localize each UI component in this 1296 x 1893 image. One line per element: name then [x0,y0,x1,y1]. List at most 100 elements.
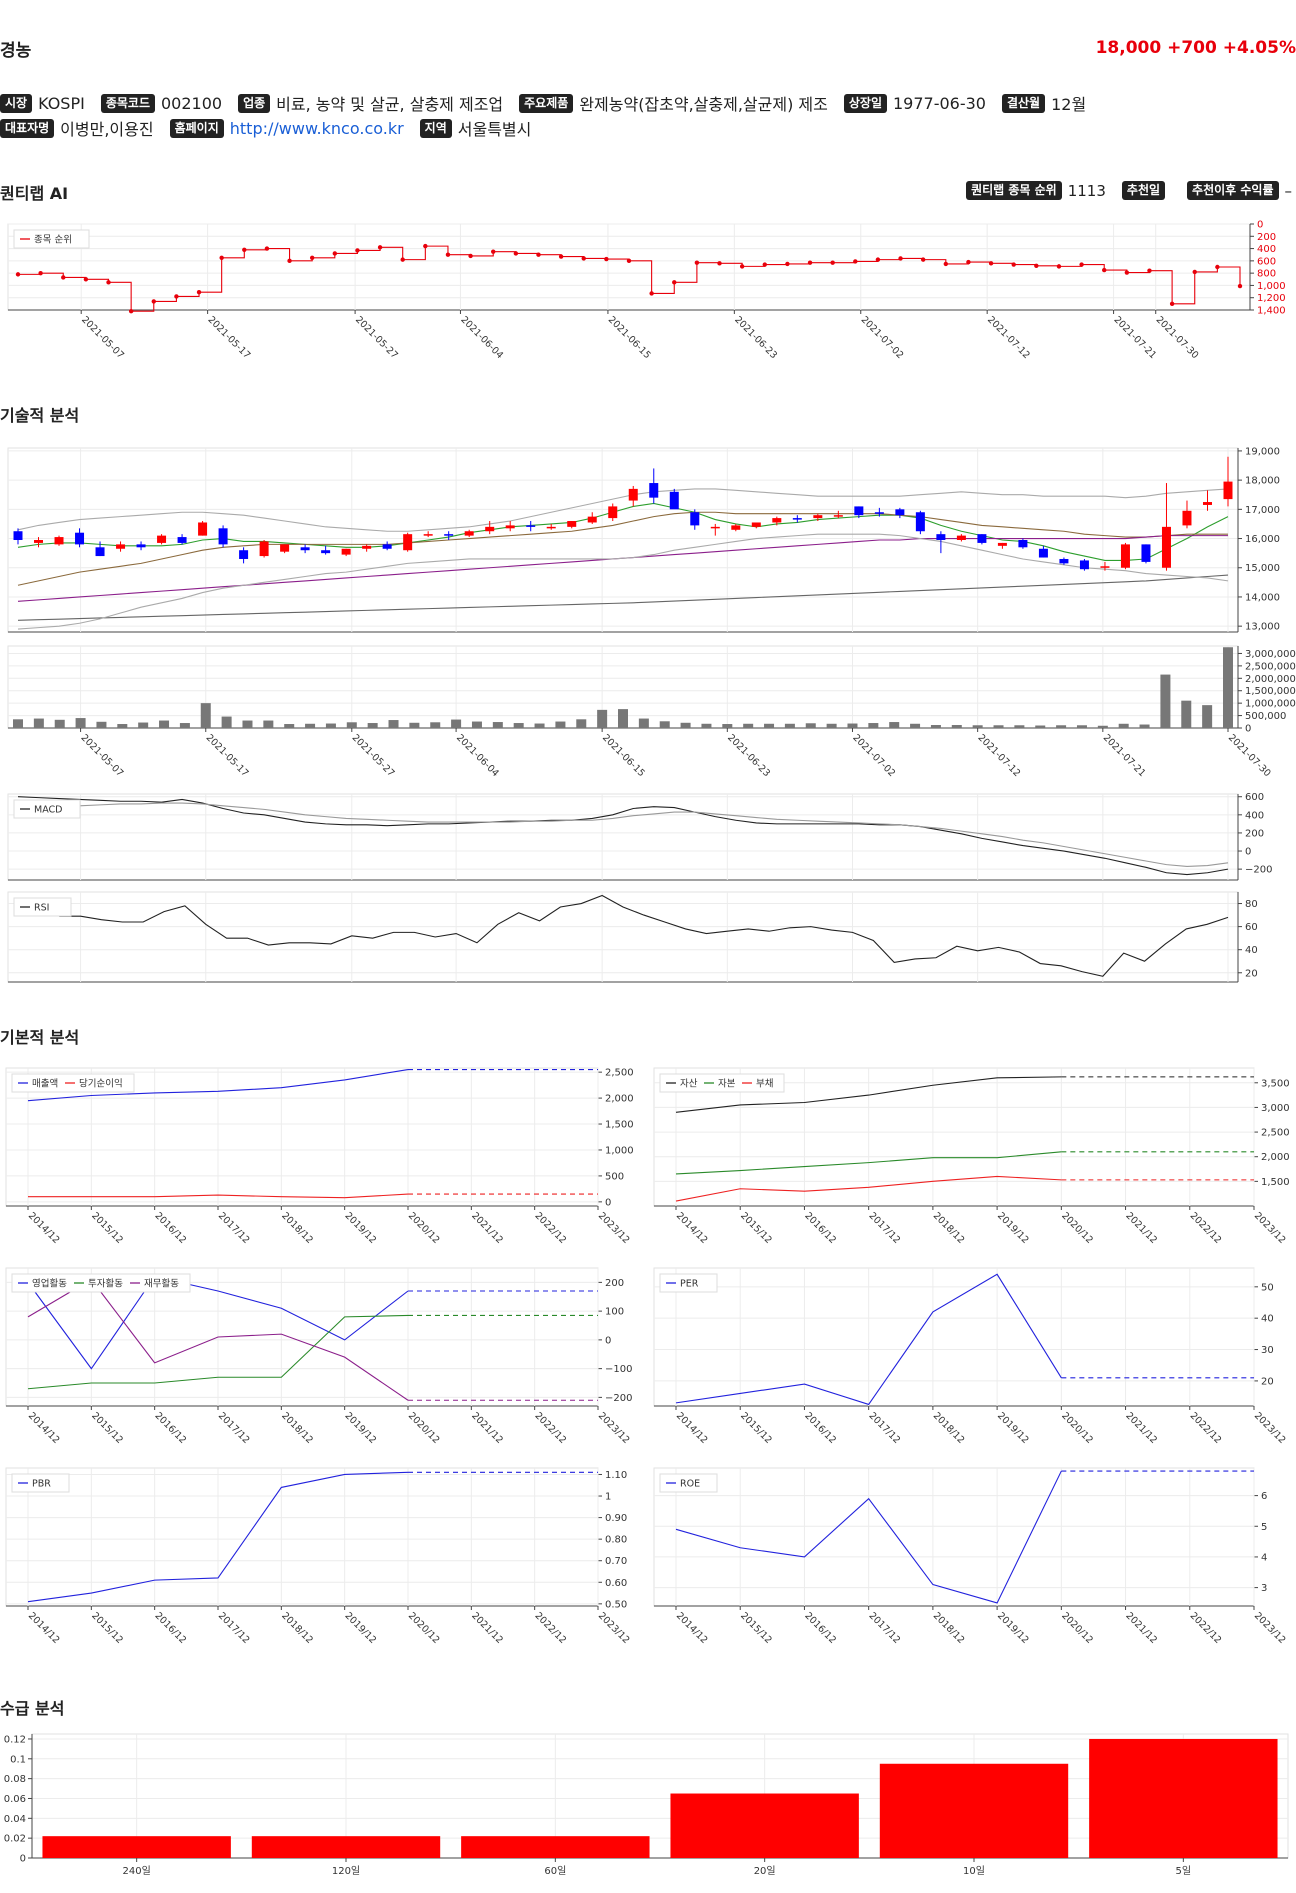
volume-bar [451,719,462,728]
rank-point [1056,264,1062,269]
x-tick-label: 60일 [544,1865,566,1877]
candle-body [1059,558,1069,564]
y-tick-label: 1 [605,1492,611,1503]
volume-bar [826,723,837,728]
y-tick-label: −200 [605,1393,632,1404]
y-tick-label: 800 [1257,269,1276,280]
rank-point [762,262,767,267]
volume-bar [889,722,900,728]
volume-bar [75,718,86,728]
y-tick-label: 1,500 [605,1120,634,1131]
candle-body [362,545,372,549]
candle-body [1161,526,1171,568]
x-tick-label: 2018/12 [279,1210,315,1246]
y-tick-label: 17,000 [1245,505,1280,516]
candle-body [813,515,823,519]
recommend-date-tag: 추천일 [1121,181,1166,200]
info-row-2: 대표자명 이병만,이용진 홈페이지 http://www.knco.co.kr 지역 서울… [0,116,541,140]
volume-bar [513,723,524,728]
section-title-fund: 기본적 분석 [0,1028,80,1047]
x-tick-label: 2021-06-23 [732,314,779,361]
y-tick-label: 6 [1261,1491,1267,1502]
plot-frame [7,793,1239,881]
info-tag: 홈페이지 [169,118,224,138]
x-tick-label: 2021-06-15 [606,314,653,361]
pbr-chart: 1.10 1 0.90 0.80 0.70 0.60 0.50 2014/12 2015/12 2… [5,1467,632,1646]
x-tick-label: 2021-07-21 [1101,732,1148,779]
y-tick-label: 200 [1257,232,1276,243]
volume-bar [117,724,128,728]
legend-label: PER [680,1279,699,1290]
volume-bar [179,723,190,728]
rank-point [423,243,428,249]
y-tick-label: 0.60 [605,1578,627,1589]
plot-frame [653,1267,1255,1407]
x-tick-label: 2019/12 [343,1210,379,1246]
candle-body [116,544,126,549]
x-tick-label: 2016/12 [802,1210,838,1246]
volume-bar [1118,723,1129,728]
y-tick-label: 0 [1245,724,1251,735]
x-tick-label: 2021/12 [469,1210,505,1246]
x-tick-label: 2021-07-02 [850,732,897,779]
y-tick-label: 0.08 [4,1774,26,1785]
y-tick-label: 0.90 [605,1513,627,1524]
x-tick-label: 2021/12 [1123,1210,1159,1246]
info-tag: 업종 [238,93,271,113]
candle-body [1182,510,1192,526]
rank-point [717,261,722,266]
y-tick-label: 3,000 [1261,1103,1290,1114]
volume-bar [951,725,962,728]
x-tick-label: 2020/12 [406,1210,442,1246]
price-display: 18,000 +700 +4.05% [1096,38,1296,58]
volume-bar [930,725,941,728]
homepage-link[interactable]: http://www.knco.co.kr [229,118,404,138]
legend-label: ROE [680,1479,700,1490]
signal-line [17,802,1229,867]
volume-bar [743,723,754,728]
volume-bar [1181,700,1192,728]
candle-body [95,547,105,557]
candle-body [321,550,331,554]
rank-point [943,261,949,267]
y-tick-label: 2,500,000 [1245,661,1296,672]
y-tick-label: 0 [20,1854,26,1865]
volume-bar [638,718,649,728]
rank-point [174,294,179,299]
rank-point [558,254,564,259]
x-tick-label: 2014/12 [26,1210,62,1246]
info-value: 12월 [1051,95,1087,114]
rank-point [1215,264,1220,270]
volume-bar [868,723,879,728]
candle-body [403,534,413,551]
info-tag: 대표자명 [0,118,55,138]
series-line [675,1175,1062,1202]
series-line [28,1193,409,1199]
volume-bar [284,724,295,728]
series-line [675,1273,1062,1406]
candle-body [464,531,474,536]
rank-point [400,257,405,262]
rank-point [468,253,473,259]
ma120-line [17,574,1229,621]
x-tick-label: 2020/12 [406,1610,442,1646]
candle-body [157,535,167,543]
series-line [27,1069,409,1102]
legend-box [659,1473,718,1493]
candle-body [218,528,228,545]
rank-point [1237,283,1243,289]
info-value: KOSPI [38,93,85,113]
x-tick-label: 2016/12 [153,1410,189,1446]
candle-body [731,525,741,530]
legend-box [659,1073,785,1093]
volume-bar [680,722,691,728]
candle-body [1223,481,1233,500]
x-tick-label: 2017/12 [867,1410,903,1446]
volume-bar [1139,724,1150,728]
x-tick-label: 2018/12 [931,1210,967,1246]
candle-body [198,522,208,536]
y-tick-label: 0.70 [605,1556,627,1567]
section-title-ai: 퀀티랩 AI [0,184,69,203]
x-tick-label: 2015/12 [738,1610,774,1646]
